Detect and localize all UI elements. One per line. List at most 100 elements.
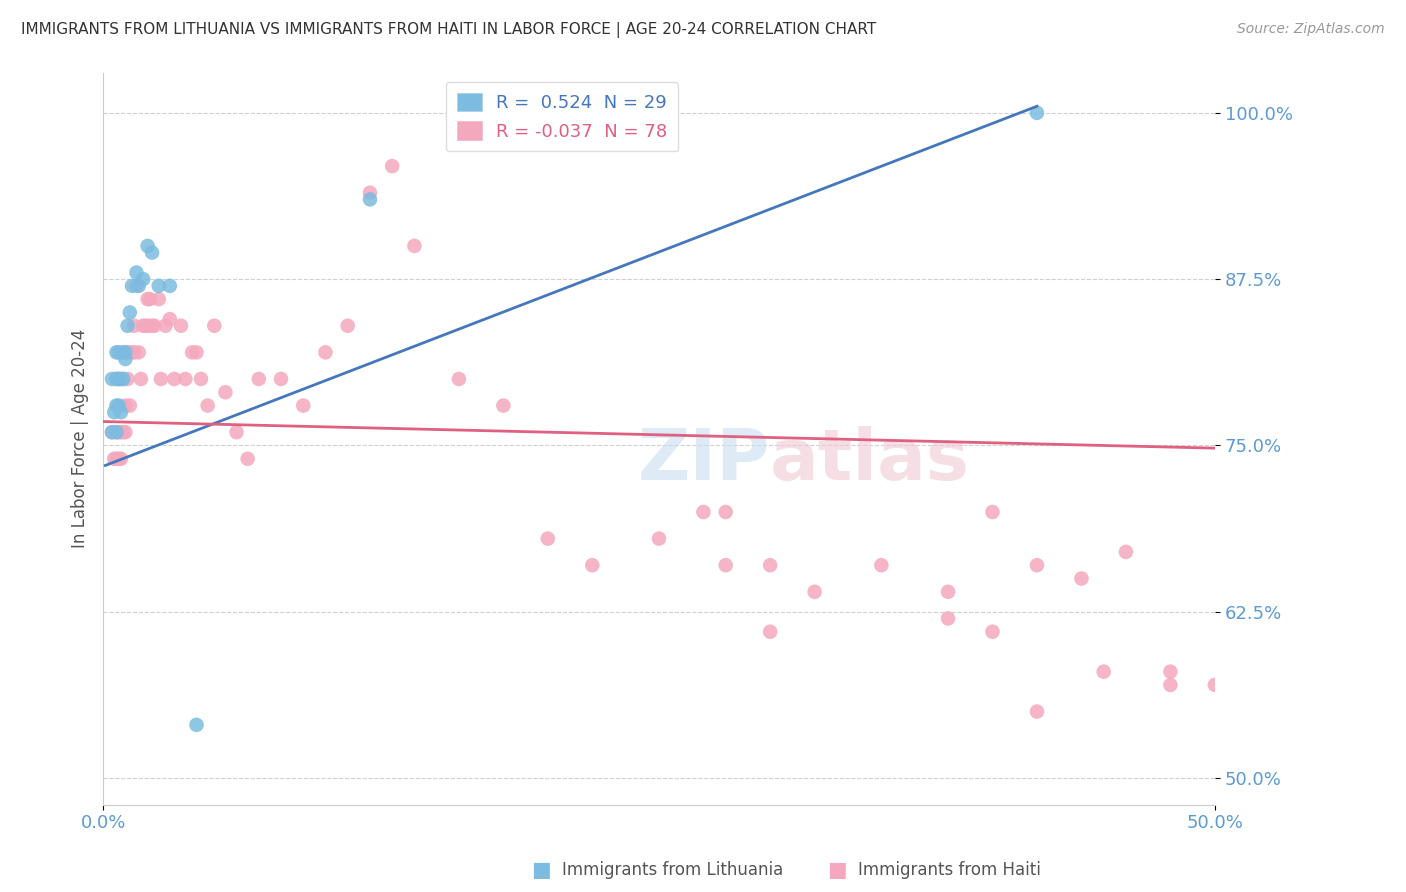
Point [121, 278, 143, 293]
Point [110, 425, 132, 440]
Point [163, 372, 186, 386]
Point [1115, 545, 1137, 559]
Point [105, 425, 128, 440]
Point [105, 451, 128, 466]
Point [197, 399, 219, 413]
Point [107, 372, 129, 386]
Point [159, 312, 181, 326]
Point [136, 318, 159, 333]
Point [128, 278, 150, 293]
Point [129, 372, 152, 386]
Point [105, 372, 128, 386]
Point [492, 399, 515, 413]
Text: ■: ■ [531, 860, 551, 880]
Text: ZIP: ZIP [638, 426, 770, 495]
Point [181, 345, 204, 359]
Point [692, 505, 714, 519]
Point [132, 272, 155, 286]
Point [112, 425, 135, 440]
Point [1026, 705, 1049, 719]
Point [1159, 665, 1181, 679]
Point [114, 399, 136, 413]
Point [122, 318, 145, 333]
Point [336, 318, 359, 333]
Point [107, 399, 129, 413]
Point [236, 451, 259, 466]
Point [117, 345, 139, 359]
Point [105, 399, 128, 413]
Point [118, 399, 141, 413]
Point [114, 425, 136, 440]
Point [190, 372, 212, 386]
Point [803, 584, 825, 599]
Point [103, 451, 125, 466]
Point [186, 345, 208, 359]
Text: Immigrants from Haiti: Immigrants from Haiti [858, 861, 1040, 879]
Point [186, 718, 208, 732]
Point [110, 405, 132, 419]
Point [981, 505, 1004, 519]
Point [148, 292, 170, 306]
Point [112, 345, 135, 359]
Legend: R =  0.524  N = 29, R = -0.037  N = 78: R = 0.524 N = 29, R = -0.037 N = 78 [446, 82, 678, 152]
Point [143, 318, 166, 333]
Point [118, 305, 141, 319]
Point [141, 318, 163, 333]
Point [381, 159, 404, 173]
Point [134, 318, 156, 333]
Point [1026, 106, 1049, 120]
Point [101, 425, 124, 440]
Point [105, 372, 128, 386]
Point [141, 245, 163, 260]
Point [148, 278, 170, 293]
Point [121, 345, 143, 359]
Point [149, 372, 172, 386]
Point [981, 624, 1004, 639]
Point [114, 351, 136, 366]
Point [202, 318, 225, 333]
Text: IMMIGRANTS FROM LITHUANIA VS IMMIGRANTS FROM HAITI IN LABOR FORCE | AGE 20-24 CO: IMMIGRANTS FROM LITHUANIA VS IMMIGRANTS … [21, 22, 876, 38]
Point [112, 372, 135, 386]
Point [155, 318, 177, 333]
Point [117, 318, 139, 333]
Y-axis label: In Labor Force | Age 20-24: In Labor Force | Age 20-24 [72, 329, 89, 549]
Point [101, 425, 124, 440]
Point [225, 425, 247, 440]
Point [759, 624, 782, 639]
Point [936, 584, 959, 599]
Point [122, 345, 145, 359]
Point [103, 405, 125, 419]
Text: Source: ZipAtlas.com: Source: ZipAtlas.com [1237, 22, 1385, 37]
Point [581, 558, 603, 573]
Point [125, 266, 148, 280]
Point [1070, 572, 1092, 586]
Point [247, 372, 270, 386]
Point [107, 451, 129, 466]
Point [270, 372, 292, 386]
Point [105, 425, 128, 440]
Text: atlas: atlas [770, 426, 970, 495]
Point [110, 451, 132, 466]
Point [1159, 678, 1181, 692]
Point [125, 278, 148, 293]
Point [136, 292, 159, 306]
Point [404, 239, 426, 253]
Point [648, 532, 671, 546]
Point [107, 425, 129, 440]
Point [1204, 678, 1226, 692]
Point [170, 318, 193, 333]
Point [139, 292, 162, 306]
Point [870, 558, 893, 573]
Point [114, 345, 136, 359]
Point [292, 399, 315, 413]
Point [1092, 665, 1115, 679]
Point [112, 372, 135, 386]
Point [714, 558, 737, 573]
Point [1026, 558, 1049, 573]
Point [759, 558, 782, 573]
Point [110, 372, 132, 386]
Point [117, 372, 139, 386]
Point [359, 193, 381, 207]
Point [159, 278, 181, 293]
Point [107, 345, 129, 359]
